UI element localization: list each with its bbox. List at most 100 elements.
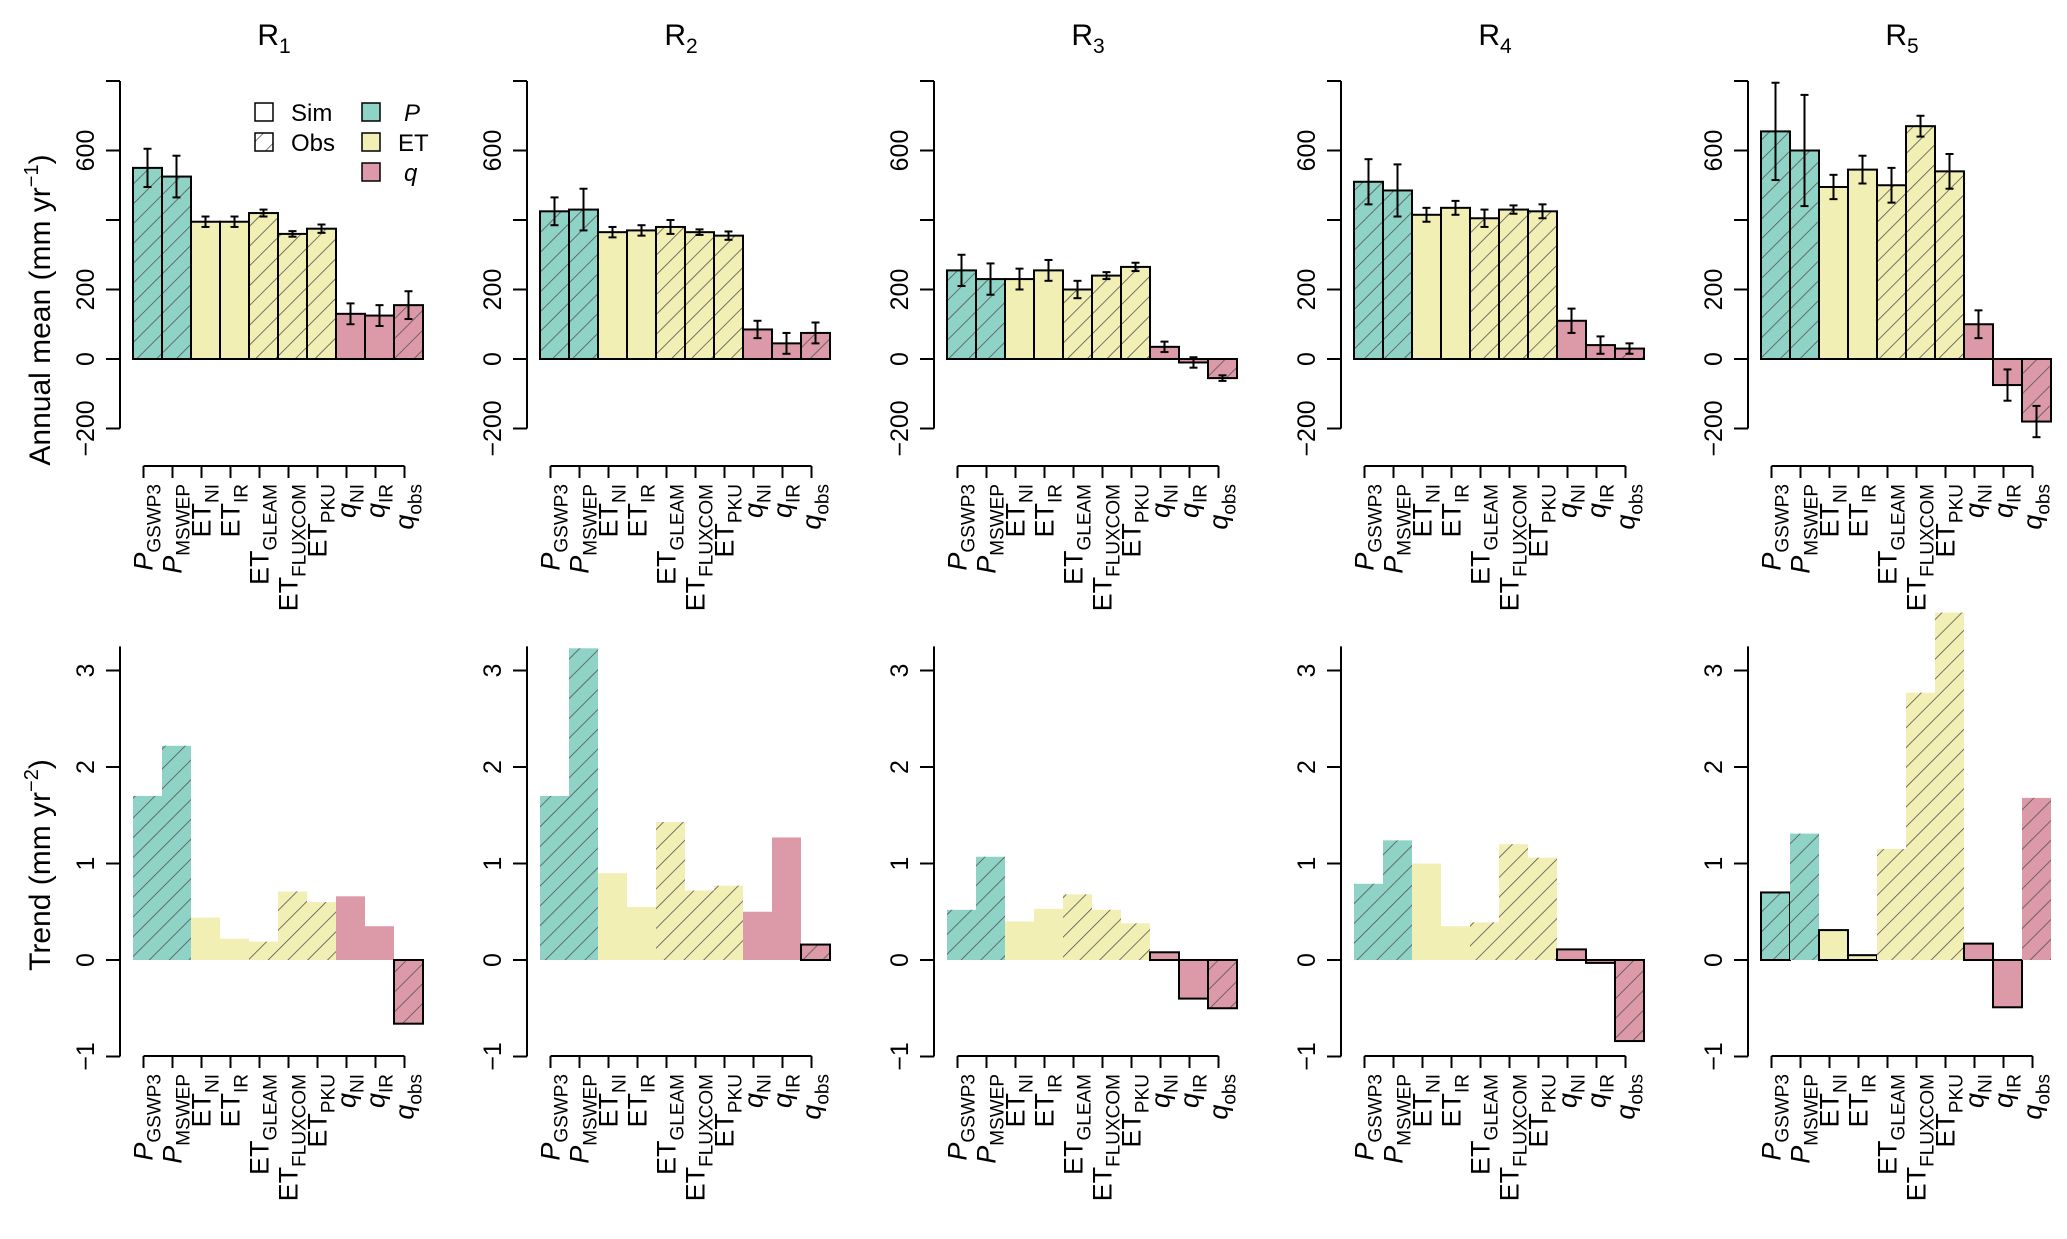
legend-obs-swatch — [254, 132, 274, 152]
legend-p-label: P — [404, 100, 420, 127]
bar-outline — [1149, 951, 1180, 962]
bar-outline — [1963, 942, 1994, 961]
bar-hatch — [1121, 923, 1150, 960]
bar-q-ir — [1993, 960, 2022, 1008]
bar-et-ir — [1441, 207, 1470, 359]
x-tick-label-q-obs: qobs — [2018, 484, 2055, 530]
x-tick-label-q-obs: qobs — [797, 1074, 834, 1120]
y-tick-label: 200 — [1293, 269, 1321, 311]
bar-q-ni — [743, 911, 772, 960]
bar-outline — [393, 959, 424, 1025]
x-tick-label-q-ni: qNI — [1146, 1074, 1183, 1108]
bar-hatch — [1470, 922, 1499, 960]
x-tick-label-et-fluxcom: ETFLUXCOM — [1088, 1074, 1125, 1201]
bar-hatch — [685, 232, 714, 359]
bar-q-ir — [772, 837, 801, 960]
bar-hatch — [801, 944, 830, 960]
panels: R1−2000200600PGSWP3PMSWEPETNIETIRETGLEAM… — [72, 19, 2055, 1201]
x-tick-label-q-ir: qIR — [361, 484, 398, 518]
bar-q-ni — [1557, 949, 1586, 960]
panel-mean-r4: R4 −200 0 200 600 PGSWP3PMSWEPETNIETIRETGLEAM… — [1293, 19, 1648, 611]
x-tick-label-et-pku: ETPKU — [710, 484, 747, 558]
y-tick-label: 0 — [1700, 953, 1728, 967]
x-tick-label-et-gleam: ETGLEAM — [1873, 1074, 1910, 1175]
y-tick-label: −200 — [1293, 400, 1321, 456]
y-tick-label: 3 — [1293, 664, 1321, 678]
bar-outline — [1992, 959, 2023, 1009]
y-tick-label: 3 — [72, 664, 100, 678]
legend-obs-label: Obs — [291, 130, 335, 157]
x-tick-label-q-obs: qobs — [1204, 484, 1241, 530]
bar-outline — [1614, 959, 1645, 1043]
x-tick-label-p-gswp3: PGSWP3 — [536, 484, 573, 571]
panel-trend-r4: −1 0 1 2 3 PGSWP3PMSWEPETNIETIRETGLEAMETFLUXC… — [1293, 646, 1648, 1201]
bar-hatch — [1528, 857, 1557, 960]
x-tick-label-p-gswp3: PGSWP3 — [943, 1074, 980, 1161]
bar-hatch — [307, 902, 336, 960]
bar-hatch — [249, 941, 278, 960]
x-tick-label-q-ni: qNI — [1960, 1074, 1997, 1108]
bar-hatch — [1354, 181, 1383, 359]
x-tick-label-et-pku: ETPKU — [1117, 484, 1154, 558]
x-tick-label-q-ni: qNI — [1960, 484, 1997, 518]
x-tick-label-et-fluxcom: ETFLUXCOM — [274, 484, 311, 611]
y-tick-label: 2 — [72, 760, 100, 774]
x-tick-label-q-ni: qNI — [1553, 1074, 1590, 1108]
x-tick-label-q-ni: qNI — [1146, 484, 1183, 518]
bar-hatch — [162, 745, 191, 960]
bar-et-ir — [627, 906, 656, 960]
bar-q-ni — [336, 896, 365, 960]
bar-hatch — [947, 909, 976, 960]
x-tick-label-q-ni: qNI — [739, 1074, 776, 1108]
bar-hatch — [278, 891, 307, 960]
x-tick-label-et-ir: ETIR — [1030, 1074, 1067, 1128]
y-tick-label: 1 — [1700, 857, 1728, 871]
x-tick-label-q-obs: qobs — [390, 1074, 427, 1120]
x-tick-label-et-ir: ETIR — [1437, 484, 1474, 538]
y-tick-label: −1 — [1293, 1042, 1321, 1071]
panel-trend-r1: −1 0 1 2 3 PGSWP3PMSWEPETNIETIRETGLEAMETFLUXC… — [72, 646, 427, 1201]
panel-title: R5 — [1885, 19, 1918, 58]
bar-hatch — [540, 795, 569, 960]
x-tick-label-p-mswep: PMSWEP — [972, 484, 1009, 574]
x-tick-label-et-fluxcom: ETFLUXCOM — [681, 484, 718, 611]
bar-et-ni — [191, 221, 220, 359]
legend-et-swatch — [361, 132, 381, 152]
bar-hatch — [278, 233, 307, 359]
bar-hatch — [1354, 883, 1383, 960]
x-tick-label-et-fluxcom: ETFLUXCOM — [1495, 1074, 1532, 1201]
x-tick-label-p-gswp3: PGSWP3 — [129, 1074, 166, 1161]
bar-q-ir — [1586, 960, 1615, 963]
x-tick-label-et-pku: ETPKU — [1931, 484, 1968, 558]
bar-hatch — [1208, 359, 1237, 379]
x-tick-label-q-obs: qobs — [1611, 1074, 1648, 1120]
x-tick-label-p-gswp3: PGSWP3 — [536, 1074, 573, 1161]
bar-outline — [1207, 959, 1238, 1010]
x-tick-label-et-gleam: ETGLEAM — [1466, 1074, 1503, 1175]
y-tick-label: 2 — [886, 760, 914, 774]
x-tick-label-q-ir: qIR — [768, 484, 805, 518]
bar-hatch — [1877, 185, 1906, 359]
x-tick-label-et-pku: ETPKU — [710, 1074, 747, 1148]
x-tick-label-q-ir: qIR — [768, 1074, 805, 1108]
bar-hatch — [714, 885, 743, 960]
y-tick-label: −1 — [72, 1042, 100, 1071]
x-tick-label-et-ni: ETNI — [1815, 1074, 1852, 1128]
panel-title: R3 — [1071, 19, 1104, 58]
x-tick-label-et-ni: ETNI — [594, 1074, 631, 1128]
bar-hatch — [1208, 960, 1237, 1009]
x-tick-label-p-mswep: PMSWEP — [1379, 484, 1416, 574]
bar-et-ir — [627, 230, 656, 359]
y-tick-label: 1 — [1293, 857, 1321, 871]
bar-hatch — [1790, 833, 1819, 960]
x-tick-label-et-ir: ETIR — [623, 1074, 660, 1128]
bar-et-ir — [220, 221, 249, 359]
x-tick-label-et-gleam: ETGLEAM — [1059, 1074, 1096, 1175]
x-tick-label-et-fluxcom: ETFLUXCOM — [1902, 1074, 1939, 1201]
bar-hatch — [1906, 692, 1935, 960]
x-tick-label-p-gswp3: PGSWP3 — [943, 484, 980, 571]
panel-trend-r2: −1 0 1 2 3 PGSWP3PMSWEPETNIETIRETGLEAMETFLUXC… — [479, 646, 834, 1201]
bar-et-ni — [1819, 186, 1848, 359]
x-tick-label-et-fluxcom: ETFLUXCOM — [1495, 484, 1532, 611]
